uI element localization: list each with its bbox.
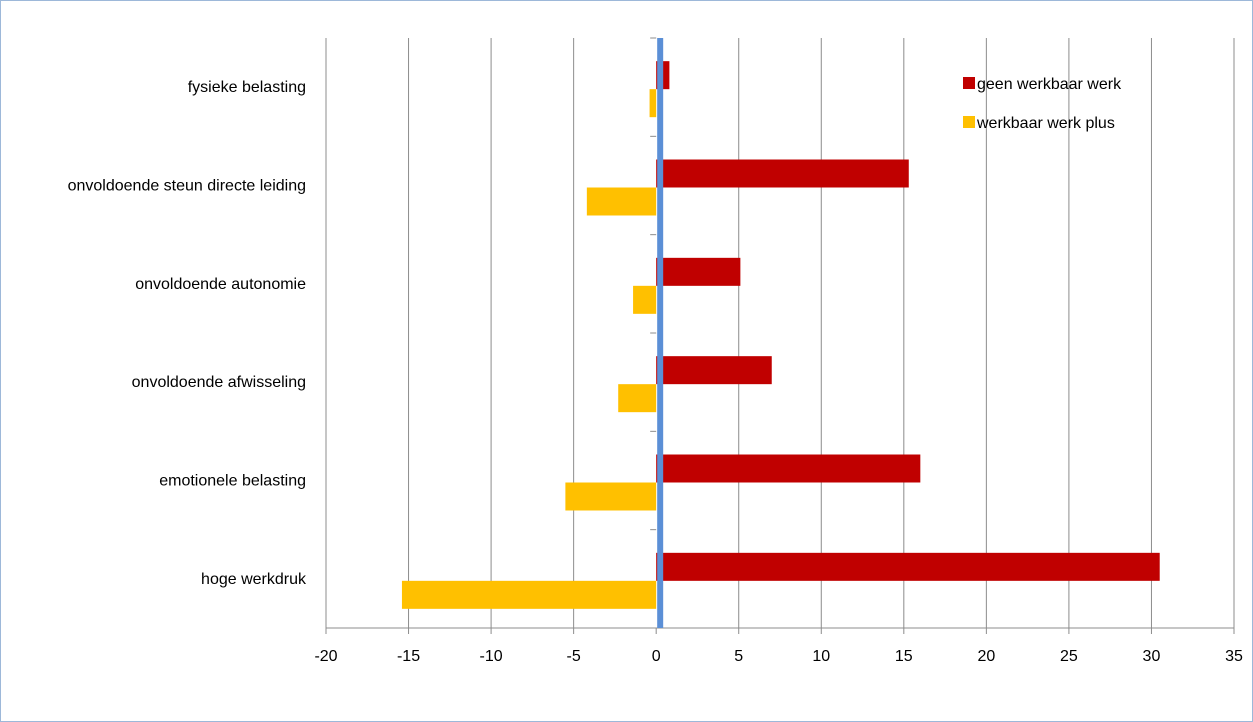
legend-label: geen werkbaar werk (977, 76, 1122, 93)
x-axis: -20 -15 -10 -5 0 5 10 15 20 25 30 35 (314, 37, 1243, 665)
gridlines (325, 38, 1235, 628)
x-tick-label: -5 (567, 648, 581, 665)
x-tick-label: 15 (895, 648, 913, 665)
category-label: onvoldoende steun directe leiding (68, 178, 306, 195)
bar-werkbaar-werk-plus (565, 482, 657, 511)
bar-geen-werkbaar-werk (656, 356, 772, 385)
legend-swatch (963, 77, 975, 89)
x-tick-label: 5 (734, 648, 743, 665)
bar-werkbaar-werk-plus (618, 384, 657, 413)
x-tick-label: 20 (977, 648, 995, 665)
legend-label: werkbaar werk plus (976, 115, 1115, 132)
category-labels: fysieke belasting onvoldoende steun direc… (68, 79, 307, 588)
bar-geen-werkbaar-werk (656, 159, 909, 188)
bar-geen-werkbaar-werk (656, 257, 741, 286)
bar-werkbaar-werk-plus (633, 285, 657, 314)
zero-axis-line (657, 38, 664, 628)
x-tick-label: 25 (1060, 648, 1078, 665)
bar-geen-werkbaar-werk (656, 552, 1160, 581)
x-tick-label: 30 (1143, 648, 1161, 665)
bar-werkbaar-werk-plus (401, 580, 657, 609)
x-tick-label: -20 (314, 648, 337, 665)
x-tick-label: -15 (397, 648, 420, 665)
bars (401, 61, 1160, 609)
x-tick-label: -10 (480, 648, 503, 665)
x-tick-label: 35 (1225, 648, 1243, 665)
legend: geen werkbaar werk werkbaar werk plus (963, 76, 1122, 132)
category-label: onvoldoende autonomie (135, 276, 306, 293)
category-label: onvoldoende afwisseling (132, 374, 306, 391)
legend-swatch (963, 116, 975, 128)
x-tick-label: 10 (812, 648, 830, 665)
category-label: hoge werkdruk (201, 571, 307, 588)
category-label: fysieke belasting (188, 79, 306, 96)
bar-werkbaar-werk-plus (586, 187, 657, 216)
category-label: emotionele belasting (159, 473, 306, 490)
x-tick-label: 0 (652, 648, 661, 665)
bar-werkbaar-werk-plus (649, 89, 657, 118)
bar-geen-werkbaar-werk (656, 454, 921, 483)
